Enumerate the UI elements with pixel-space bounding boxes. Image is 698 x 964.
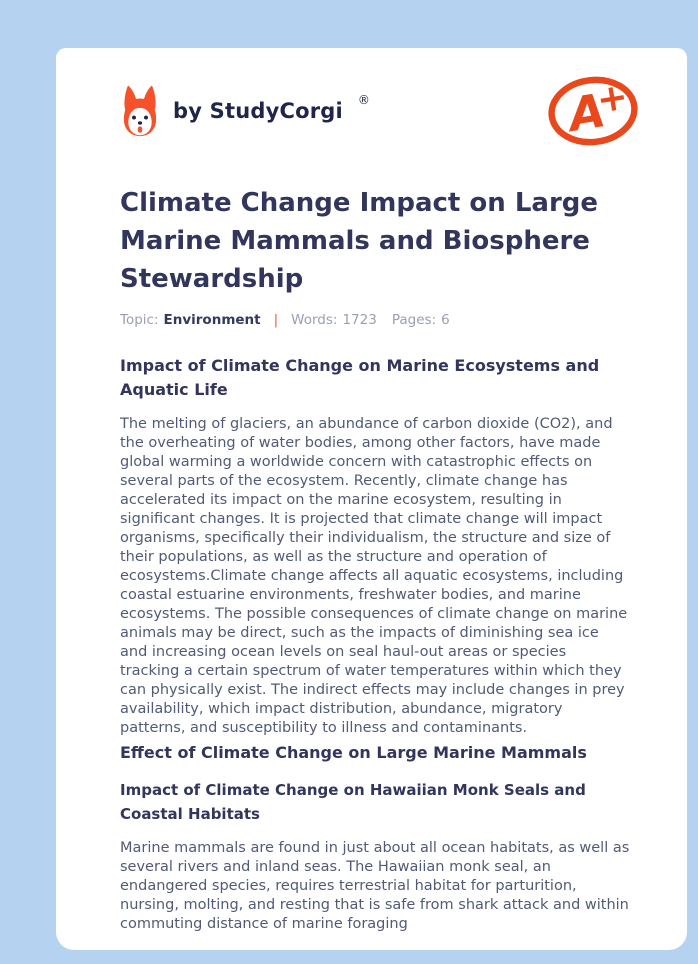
paragraph-monk-seals: Marine mammals are found in just about a… [120,840,630,932]
page-title: Climate Change Impact on Large Marine Ma… [120,188,599,294]
article-meta: Topic: Environment | Words: 1723 Pages: … [120,312,687,328]
section-heading-large-marine-mammals: Effect of Climate Change on Large Marine… [120,743,587,762]
bottom-fade-overlay [0,950,698,964]
words-value: 1723 [342,312,377,328]
meta-separator: | [273,312,279,328]
brand-name: by StudyCorgi [173,99,343,123]
pages-value: 6 [441,312,450,328]
studycorgi-logo[interactable]: by StudyCorgi ® [120,85,370,137]
section-heading-marine-ecosystems: Impact of Climate Change on Marine Ecosy… [120,356,600,399]
article-card: by StudyCorgi ® A + Climate Change Impac… [56,48,687,950]
subsection-heading-monk-seals: Impact of Climate Change on Hawaiian Mon… [120,781,586,823]
badge-plus: + [594,74,631,121]
paragraph-marine-ecosystems: The melting of glaciers, an abundance of… [120,416,628,736]
corgi-logo-icon [123,85,157,137]
words-label: Words: [291,312,338,328]
topic-link[interactable]: Environment [163,312,261,328]
a-plus-badge-icon: A + [548,74,638,146]
registered-mark-icon: ® [357,93,370,107]
card-header: by StudyCorgi ® A + [120,72,687,150]
pages-label: Pages: [391,312,437,328]
topic-label: Topic: [120,312,159,328]
